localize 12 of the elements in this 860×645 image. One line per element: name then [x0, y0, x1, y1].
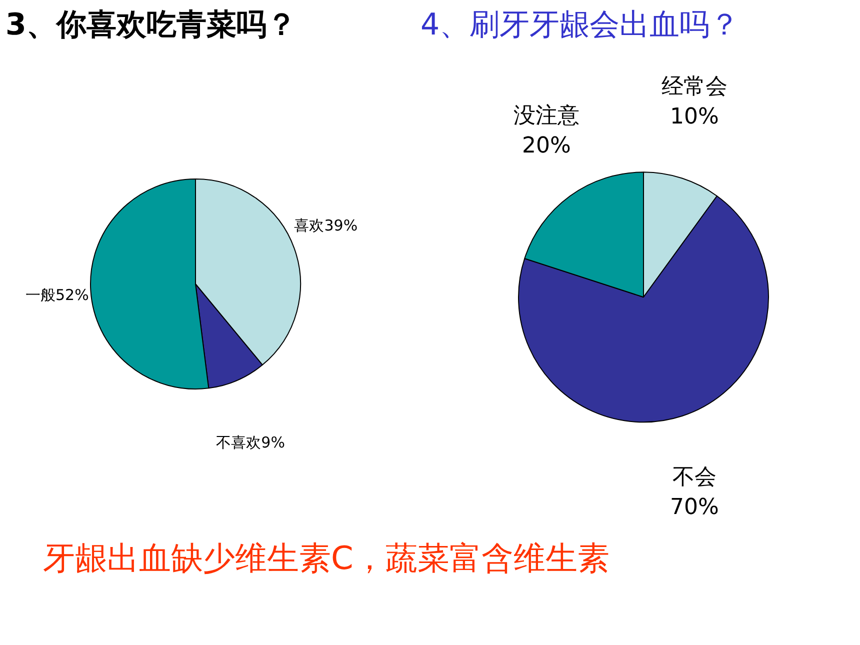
text: 牙龈出血缺少维生素C，蔬菜富含维生素: [43, 538, 610, 579]
chart-title: 4、刷牙牙龈会出血吗？: [420, 8, 740, 42]
chart-title: 3、你喜欢吃青菜吗？: [6, 8, 296, 42]
slice-label: 不喜欢9%: [216, 433, 285, 452]
data-label: 70%: [670, 494, 719, 520]
slice-label: 没注意: [514, 104, 580, 129]
slice-label: 一般52%: [26, 286, 89, 304]
slice-label: 经常会: [661, 74, 728, 100]
slice-label: 不会: [672, 464, 716, 490]
data-label: 20%: [522, 134, 571, 159]
data-label: 10%: [670, 104, 719, 130]
slice-label: 喜欢39%: [294, 216, 358, 235]
